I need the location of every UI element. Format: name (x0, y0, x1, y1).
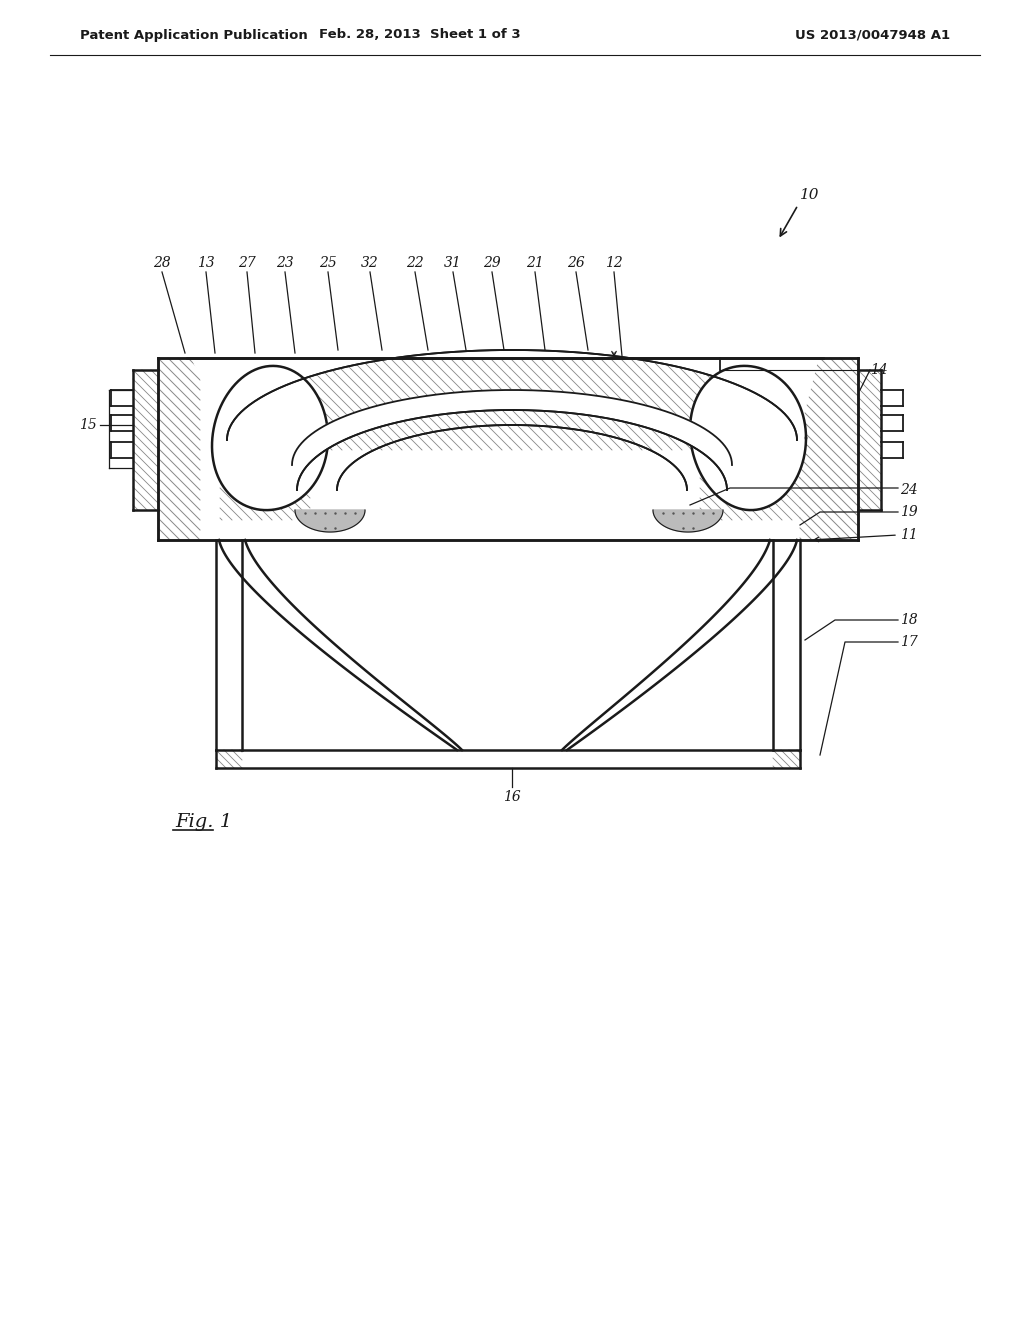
Text: Feb. 28, 2013  Sheet 1 of 3: Feb. 28, 2013 Sheet 1 of 3 (319, 29, 521, 41)
Text: 24: 24 (900, 483, 918, 498)
Text: Patent Application Publication: Patent Application Publication (80, 29, 308, 41)
Text: 26: 26 (567, 256, 585, 271)
Polygon shape (193, 350, 818, 440)
Text: 22: 22 (407, 256, 424, 271)
Polygon shape (292, 389, 732, 490)
Text: 17: 17 (900, 635, 918, 649)
Text: 13: 13 (198, 256, 215, 271)
Text: 23: 23 (276, 256, 294, 271)
Text: 10: 10 (800, 187, 819, 202)
Text: 12: 12 (605, 256, 623, 271)
Polygon shape (653, 510, 723, 532)
Text: 25: 25 (319, 256, 337, 271)
Polygon shape (858, 370, 881, 510)
Text: US 2013/0047948 A1: US 2013/0047948 A1 (795, 29, 950, 41)
Text: 31: 31 (444, 256, 462, 271)
Text: 32: 32 (361, 256, 379, 271)
Polygon shape (212, 366, 328, 510)
Text: 29: 29 (483, 256, 501, 271)
Text: 18: 18 (900, 612, 918, 627)
Polygon shape (158, 358, 858, 540)
Text: 15: 15 (79, 418, 97, 432)
Text: 27: 27 (239, 256, 256, 271)
Text: 11: 11 (900, 528, 918, 543)
Polygon shape (214, 750, 802, 768)
Text: 19: 19 (900, 506, 918, 519)
Polygon shape (133, 370, 158, 510)
Text: 21: 21 (526, 256, 544, 271)
Polygon shape (295, 510, 365, 532)
Polygon shape (690, 366, 806, 510)
Text: Fig. 1: Fig. 1 (175, 813, 232, 832)
Text: 14: 14 (870, 363, 888, 378)
Text: 28: 28 (154, 256, 171, 271)
Text: 16: 16 (503, 789, 521, 804)
